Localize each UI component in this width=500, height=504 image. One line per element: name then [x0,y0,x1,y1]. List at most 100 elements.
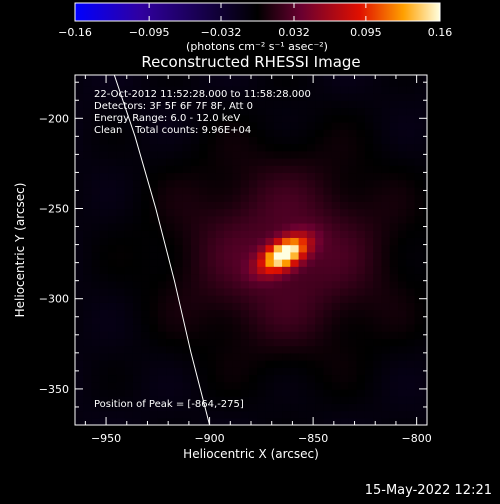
heatmap-cell [124,367,134,376]
heatmap-cell [108,222,118,231]
heatmap-cell [182,360,192,368]
heatmap-cell [207,251,217,260]
heatmap-cell [182,302,192,311]
heatmap-cell [124,410,134,419]
heatmap-cell [166,403,175,412]
heatmap-cell [83,417,93,425]
heatmap-cell [108,410,118,419]
heatmap-cell [282,93,291,101]
heatmap-cell [398,388,407,397]
heatmap-cell [190,222,200,231]
heatmap-cell [141,302,151,311]
heatmap-cell [414,388,424,397]
heatmap-cell [124,179,134,188]
heatmap-cell [166,295,175,303]
heatmap-cell [323,244,333,253]
heatmap-cell [124,259,134,267]
heatmap-cell [157,186,167,195]
heatmap-cell [356,259,366,267]
heatmap-cell [199,244,209,253]
colorbar-tick-label: 0.032 [278,26,310,39]
heatmap-cell [132,75,142,80]
heatmap-cell [149,157,159,166]
heatmap-cell [340,244,349,253]
heatmap-cell [414,78,424,87]
heatmap-cell [406,165,416,174]
heatmap-cell [315,367,325,376]
heatmap-cell [182,244,192,253]
heatmap-cell [99,230,109,238]
heatmap-cell [257,237,267,246]
heatmap-cell [248,259,258,267]
heatmap-cell [240,150,250,159]
heatmap-cell [182,150,192,159]
heatmap-cell [348,136,358,145]
heatmap-cell [315,410,325,419]
heatmap-cell [315,352,325,361]
heatmap-cell [124,266,134,275]
heatmap-cell [422,208,427,217]
heatmap-cell [83,85,93,94]
heatmap-cell [373,186,383,195]
heatmap-cell [215,345,225,354]
heatmap-cell [373,259,383,267]
heatmap-cell [124,143,134,152]
heatmap-cell [108,352,118,361]
heatmap-cell [83,150,93,159]
heatmap-cell [315,331,325,340]
heatmap-cell [240,114,250,123]
heatmap-cell [422,374,427,383]
heatmap-cell [207,157,217,166]
heatmap-cell [232,93,242,101]
heatmap-cell [298,309,308,318]
heatmap-cell [398,194,407,202]
heatmap-cell [157,403,167,412]
heatmap-cell [373,280,383,289]
heatmap-cell [141,157,151,166]
heatmap-cell [166,374,175,383]
heatmap-cell [215,396,225,404]
heatmap-cell [406,179,416,188]
heatmap-cell [132,129,142,137]
heatmap-cell [406,352,416,361]
heatmap-cell [340,150,349,159]
heatmap-cell [99,309,109,318]
heatmap-cell [215,215,225,224]
heatmap-cell [199,179,209,188]
heatmap-cell [364,331,374,340]
heatmap-cell [132,121,142,130]
heatmap-cell [116,273,126,282]
heatmap-cell [364,172,374,181]
heatmap-cell [132,107,142,116]
heatmap-cell [265,93,275,101]
heatmap-cell [99,280,109,289]
heatmap-cell [340,352,349,361]
heatmap-cell [141,417,151,425]
heatmap-cell [348,316,358,325]
heatmap-cell [381,273,391,282]
heatmap-cell [298,136,308,145]
heatmap-cell [132,172,142,181]
heatmap-cell [99,136,109,145]
heatmap-cell [315,244,325,253]
heatmap-cell [224,360,233,368]
heatmap-cell [190,201,200,210]
heatmap-cell [257,323,267,332]
heatmap-cell [306,360,316,368]
heatmap-cell [182,230,192,238]
heatmap-cell [232,230,242,238]
heatmap-cell [141,331,151,340]
heatmap-cell [116,352,126,361]
heatmap-cell [315,388,325,397]
heatmap-cell [306,230,316,238]
heatmap-cell [124,208,134,217]
heatmap-cell [265,143,275,152]
heatmap-cell [340,208,349,217]
heatmap-cell [265,280,275,289]
heatmap-cell [116,75,126,80]
heatmap-cell [340,259,349,267]
heatmap-cell [373,136,383,145]
heatmap-cell [306,143,316,152]
heatmap-cell [340,251,349,260]
heatmap-cell [257,165,267,174]
